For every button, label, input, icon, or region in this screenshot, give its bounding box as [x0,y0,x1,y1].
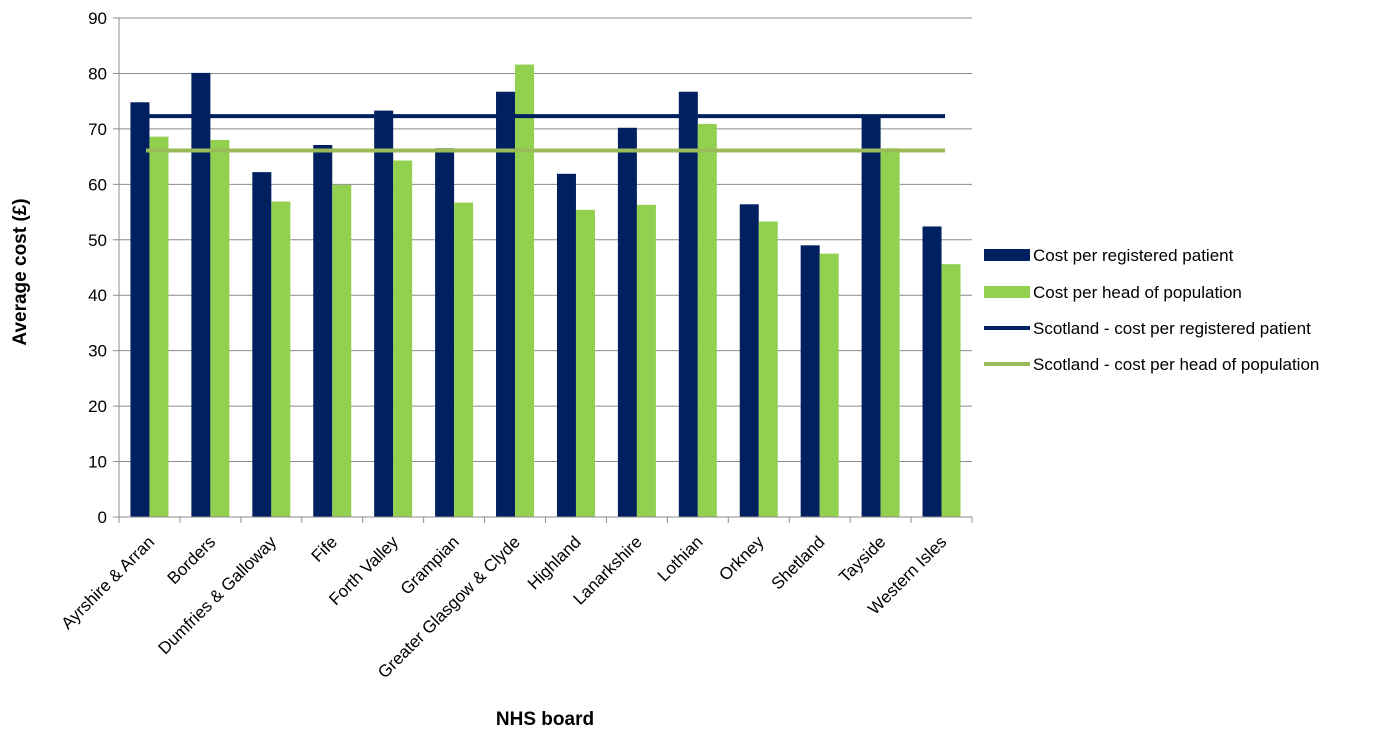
x-tick-label: Highland [524,532,585,593]
x-tick-label: Ayrshire & Arran [58,532,159,633]
bar-head-of-population [758,221,778,517]
bar-head-of-population [941,264,961,517]
bar-head-of-population [575,209,595,518]
bar-registered-patient [922,226,942,517]
bar-registered-patient [252,172,272,517]
bar-registered-patient [191,72,211,517]
legend-label: Cost per head of population [1033,283,1242,302]
legend: Cost per registered patient Cost per head… [984,246,1319,374]
bar-head-of-population [271,201,291,517]
bar-head-of-population [819,253,839,517]
reference-lines [146,114,945,153]
bar-head-of-population [393,160,413,517]
bar-registered-patient [374,110,394,517]
bar-registered-patient [678,91,698,517]
legend-label: Scotland - cost per head of population [1033,355,1319,374]
bar-registered-patient [861,115,881,518]
x-tick-label: Lothian [654,532,707,585]
y-axis-title: Average cost (£) [10,198,31,345]
legend-label: Cost per registered patient [1033,246,1234,265]
x-tick-label: Dumfries & Galloway [154,532,280,658]
y-tick-labels: 0 10 20 30 40 50 60 70 80 90 [88,9,107,527]
y-tick-label: 20 [88,397,107,416]
bar-head-of-population [332,184,352,518]
legend-swatch [984,286,1030,298]
x-tick-label: Tayside [835,532,889,586]
axes [118,18,973,523]
bar-registered-patient [435,148,455,518]
bar-registered-patient [556,173,576,517]
y-tick-label: 0 [98,508,107,527]
x-tick-label: Shetland [768,532,829,593]
x-axis-title: NHS board [496,709,594,730]
y-tick-label: 30 [88,342,107,361]
bar-registered-patient [800,245,820,518]
x-tick-label: Fife [308,532,341,565]
y-tick-label: 90 [88,9,107,28]
gridlines [113,17,972,518]
bar-registered-patient [617,127,637,517]
y-tick-label: 10 [88,453,107,472]
bar-head-of-population [880,148,900,518]
bar-registered-patient [313,144,333,517]
bar-head-of-population [149,136,169,517]
legend-swatch [984,249,1030,261]
bar-registered-patient [496,91,516,517]
bar-head-of-population [515,64,535,517]
bar-head-of-population [210,139,230,517]
bar-registered-patient [739,204,759,517]
y-tick-label: 40 [88,286,107,305]
bar-head-of-population [697,123,717,517]
bars [130,64,961,518]
y-tick-label: 60 [88,175,107,194]
y-tick-label: 70 [88,120,107,139]
bar-head-of-population [636,204,656,517]
x-tick-label: Borders [164,532,220,588]
bar-registered-patient [130,102,150,517]
legend-label: Scotland - cost per registered patient [1033,319,1311,338]
bar-head-of-population [454,202,474,517]
y-tick-label: 80 [88,64,107,83]
y-tick-label: 50 [88,231,107,250]
x-tick-label: Orkney [715,532,768,585]
